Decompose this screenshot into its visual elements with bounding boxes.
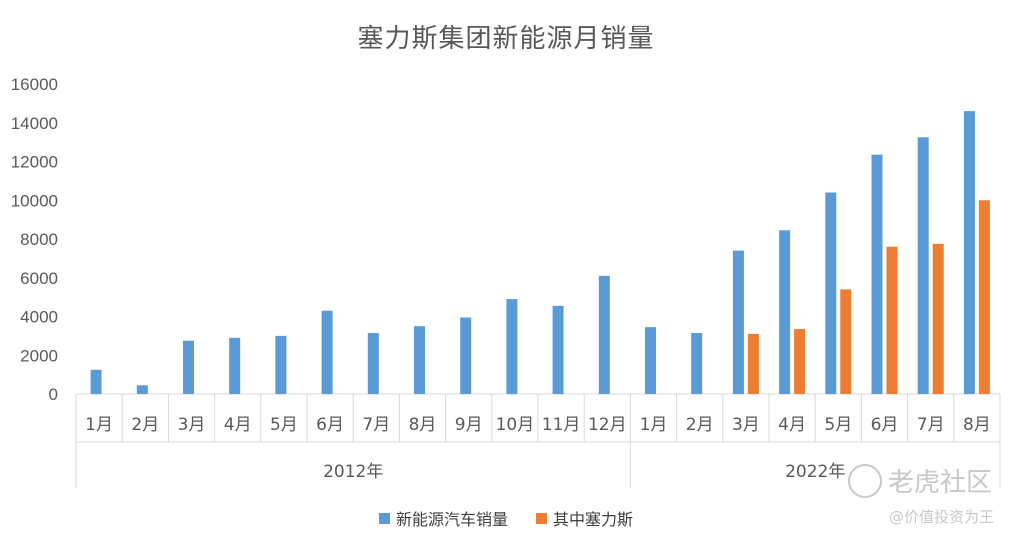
x-tick-label: 12月 [588,415,627,435]
bar-series1 [506,299,518,394]
y-tick-label: 8000 [20,230,58,249]
legend-item-series1: 新能源汽车销量 [378,506,508,530]
chart-title: 塞力斯集团新能源月销量 [357,24,655,54]
bar-series1 [691,332,703,394]
y-tick-label: 16000 [11,75,58,94]
tiger-logo-icon [847,463,882,498]
legend-swatch-series1 [378,512,390,524]
bar-series1 [552,305,564,394]
y-tick-label: 2000 [20,346,58,365]
x-tick-label: 7月 [362,415,390,435]
legend-label-series2: 其中塞力斯 [553,510,634,529]
y-tick-label: 10000 [11,191,58,210]
x-tick-label: 8月 [963,415,991,435]
bar-series2 [794,329,806,394]
x-tick-label: 11月 [542,415,581,435]
y-tick-label: 12000 [11,153,58,172]
bar-series2 [886,246,898,394]
bar-series1 [136,385,148,394]
bar-series2 [840,289,852,394]
y-tick-label: 14000 [11,114,58,133]
x-tick-label: 10月 [496,415,535,435]
x-tick-label: 7月 [917,415,945,435]
bar-series1 [825,192,837,394]
legend: 新能源汽车销量 其中塞力斯 [0,506,1012,530]
x-tick-label: 8月 [409,415,437,435]
x-tick-label: 9月 [455,415,483,435]
x-tick-label: 2月 [686,415,714,435]
legend-item-series2: 其中塞力斯 [536,506,633,530]
group-label: 2012年 [323,462,383,482]
bar-series1 [367,332,379,394]
x-tick-label: 4月 [778,415,806,435]
x-tick-label: 1月 [85,415,113,435]
bar-series1 [229,337,241,394]
y-tick-label: 0 [49,385,58,404]
bar-series1 [90,369,102,394]
x-tick-label: 5月 [270,415,298,435]
x-tick-label: 3月 [178,415,206,435]
bar-series1 [275,335,287,394]
bar-series1 [460,317,472,394]
watermark: 老虎社区 [847,462,992,499]
bar-series1 [598,275,610,394]
x-tick-label: 2月 [131,415,159,435]
bar-series1 [732,250,744,394]
bar-series2 [978,200,990,394]
bar-series1 [779,230,791,394]
bar-series1 [917,137,929,394]
x-tick-label: 4月 [224,415,252,435]
x-tick-label: 5月 [824,415,852,435]
x-tick-label: 3月 [732,415,760,435]
bar-series2 [747,333,759,394]
bar-series1 [645,327,656,394]
bar-series2 [932,243,944,394]
x-tick-label: 1月 [640,415,668,435]
bar-series1 [183,340,194,394]
bar-series1 [414,326,425,394]
legend-swatch-series2 [536,512,547,524]
bar-series1 [871,154,883,394]
x-tick-label: 6月 [871,415,899,435]
x-tick-label: 6月 [316,415,344,435]
bar-series1 [963,111,975,394]
watermark-author: @价值投资为王 [888,508,994,526]
bar-series1 [321,310,333,394]
y-tick-label: 6000 [20,269,58,288]
legend-label-series1: 新能源汽车销量 [395,510,508,529]
group-label: 2022年 [785,462,845,482]
watermark-text: 老虎社区 [887,468,992,498]
y-tick-label: 4000 [20,308,58,327]
